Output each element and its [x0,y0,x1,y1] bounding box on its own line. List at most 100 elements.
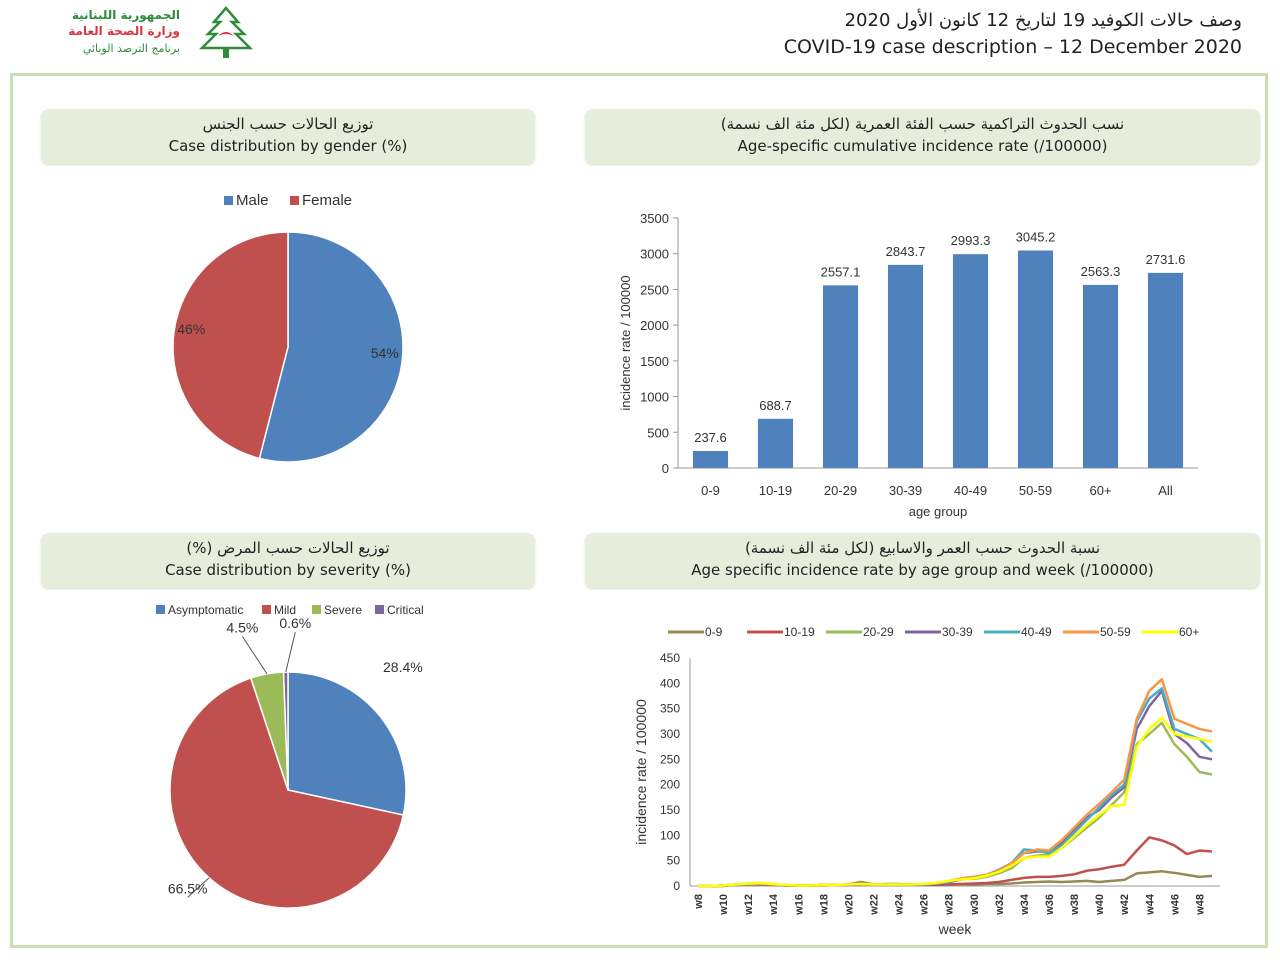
gender-title-english: Case distribution by gender (%) [168,137,408,155]
series-line [698,687,1213,888]
y-tick-label: 450 [660,651,680,665]
x-axis-title: week [938,921,973,937]
bar-value-label: 2563.3 [1081,264,1121,279]
severity-panel-title: توزيع الحالات حسب المرض (%) Case distrib… [41,533,535,588]
legend-label: Critical [387,603,424,617]
bar-value-label: 2993.3 [951,233,991,248]
legend-label: 10-19 [784,625,815,639]
pie-slice [172,231,289,460]
bar [822,285,859,468]
y-tick-label: 0 [662,461,669,476]
leader-line [187,877,210,898]
legend-swatch [224,196,233,205]
legend-label: 0-9 [705,625,723,639]
bar [1017,250,1054,468]
legend-label: 50-59 [1100,625,1131,639]
logo-line-2: وزارة الصحة العامة [68,24,180,38]
y-axis-title: incidence rate / 100000 [633,699,649,845]
cedar-tree-icon [198,6,254,58]
report-title-english: COVID-19 case description – 12 December … [783,36,1242,58]
series-line [698,678,1213,888]
bar [887,264,924,468]
x-tick-label: w46 [1169,894,1181,916]
report-title-arabic: وصف حالات الكوفيد 19 لتاريخ 12 كانون الأ… [844,10,1242,31]
x-tick-label: 60+ [1089,483,1111,498]
y-tick-label: 2000 [640,318,669,333]
age-rate-panel-title: نسب الحدوث التراكمية حسب الفئة العمرية (… [585,109,1260,164]
age-bar-chart: 0 500 1000 1500 2000 2500 3000 3500 237.6 0-9 688.… [618,211,1198,519]
x-tick-label: w12 [743,894,755,916]
leader-line [285,631,296,673]
logo-line-1: الجمهورية اللبنانية [71,8,180,22]
y-tick-label: 2500 [640,282,669,297]
y-tick-label: 500 [647,425,669,440]
bar [952,254,989,468]
pie-slice [169,677,405,909]
age-rate-title-english: Age-specific cumulative incidence rate (… [737,137,1108,155]
y-tick-label: 400 [660,676,680,690]
ministry-logo: الجمهورية اللبنانية وزارة الصحة العامة ب… [58,6,258,62]
gender-panel-title: توزيع الحالات حسب الجنس Case distributio… [41,109,535,164]
x-tick-label: w28 [944,894,956,916]
legend-label: Female [302,192,352,209]
legend-swatch [156,605,165,614]
bar-value-label: 237.6 [694,430,727,445]
y-tick-label: 3500 [640,211,669,226]
x-tick-label: w8 [693,894,705,910]
slice-label: 4.5% [226,619,258,635]
x-tick-label: w16 [793,894,805,916]
legend-label: Male [236,192,269,209]
pie-slice [258,231,404,463]
y-tick-label: 1500 [640,354,669,369]
gender-title-arabic: توزيع الحالات حسب الجنس [202,115,374,133]
y-axis-title: incidence rate / 100000 [618,275,633,410]
bar [1147,272,1184,468]
series-line [698,689,1213,888]
series-line [698,721,1213,888]
x-tick-label: w42 [1119,894,1131,916]
y-tick-label: 300 [660,727,680,741]
x-tick-label: w24 [894,893,906,916]
slice-label: 46% [177,321,205,337]
legend-label: 30-39 [942,625,973,639]
weekly-title-english: Age specific incidence rate by age group… [691,561,1154,579]
x-tick-label: w44 [1144,893,1156,916]
weekly-title-arabic: نسبة الحدوث حسب العمر والاسابيع (لكل مئة… [744,539,1101,557]
bar-value-label: 2843.7 [886,244,926,259]
bar-value-label: 688.7 [759,398,792,413]
dashboard-frame [10,73,1268,948]
page-header: الجمهورية اللبنانية وزارة الصحة العامة ب… [0,0,1280,72]
weekly-panel-title: نسبة الحدوث حسب العمر والاسابيع (لكل مئة… [585,533,1260,588]
slice-label: 28.4% [383,659,423,675]
bar [692,451,729,468]
logo-line-3: برنامج الترصد الوبائي [82,42,180,55]
severity-pie-chart: 28.4% 66.5% 4.5% 0.6% Asymptomatic Mild Severe… [156,603,424,909]
legend-label: Severe [324,603,362,617]
pie-slice [287,671,407,816]
legend-swatch [312,605,321,614]
legend-label: 60+ [1179,625,1199,639]
x-tick-label: w36 [1044,894,1056,916]
legend-label: 40-49 [1021,625,1052,639]
gender-pie-chart: 54% 46% Male Female [172,192,404,463]
legend-swatch [290,196,299,205]
weekly-line-chart: 0 50 100 150 200 250 300 350 400 450 w8 w10 w12 w14 w1… [633,625,1220,937]
x-tick-label: w20 [843,894,855,916]
x-tick-label: w26 [919,894,931,916]
legend-swatch [375,605,384,614]
legend-label: Mild [274,603,296,617]
x-tick-label: w34 [1019,893,1031,916]
x-tick-label: 0-9 [701,483,720,498]
y-tick-label: 150 [660,803,680,817]
y-tick-label: 350 [660,702,680,716]
x-tick-label: w30 [969,894,981,916]
series-line [698,716,1213,888]
x-tick-label: w22 [869,894,881,916]
bar-value-label: 2731.6 [1146,252,1186,267]
x-tick-label: 40-49 [954,483,987,498]
y-tick-label: 100 [660,828,680,842]
x-tick-label: w14 [768,893,780,916]
x-tick-label: w32 [994,894,1006,916]
y-tick-label: 3000 [640,247,669,262]
slice-label: 54% [371,345,399,361]
